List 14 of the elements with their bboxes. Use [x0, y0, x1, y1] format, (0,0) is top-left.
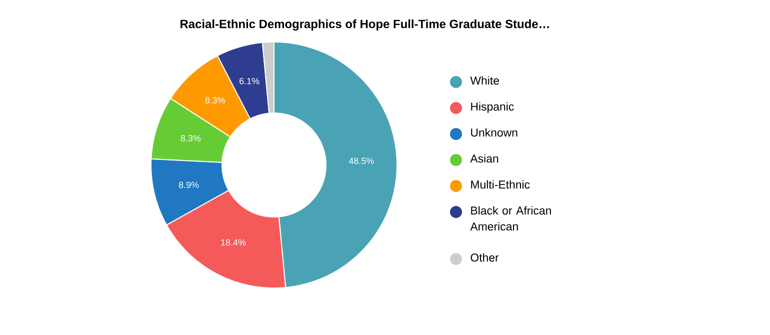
legend-label: Hispanic — [471, 102, 514, 113]
data-label: 8.3% — [180, 135, 201, 142]
data-label: 8.3% — [205, 97, 226, 104]
data-label: 6.1% — [240, 78, 260, 84]
data-label: 8.9% — [178, 182, 199, 188]
legend-label: Unknown — [471, 128, 518, 137]
legend-label: Other — [470, 253, 499, 262]
legend-label: Multi-Ethnic — [471, 180, 530, 189]
legend-label: Asian — [470, 154, 498, 163]
data-label: 48.5% — [348, 158, 374, 164]
legend-label: Black or African American — [470, 206, 551, 231]
data-label: 18.4% — [221, 239, 246, 246]
legend-label: White — [470, 76, 499, 85]
chart-title: Racial-Ethnic Demographics of Hope Full-Time Graduate Stude… — [180, 19, 549, 31]
